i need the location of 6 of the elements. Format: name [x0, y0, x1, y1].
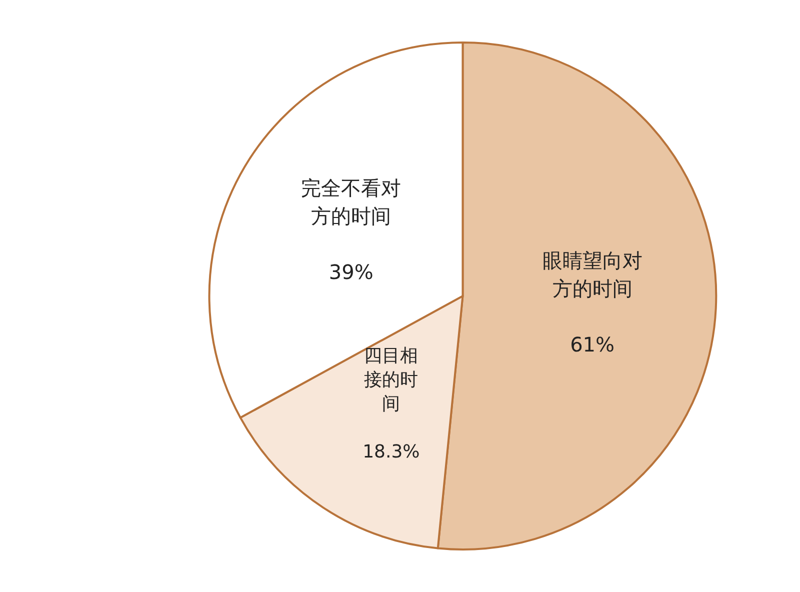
data-label: 18.3% — [362, 442, 420, 463]
data-label: 39% — [328, 260, 374, 284]
slice-label: 完全不看对方的时间 — [301, 176, 402, 228]
data-label: 61% — [570, 332, 615, 356]
slice-label: 四目相接的时间 — [364, 346, 418, 415]
slice-label: 眼睛望向对方的时间 — [542, 248, 642, 300]
